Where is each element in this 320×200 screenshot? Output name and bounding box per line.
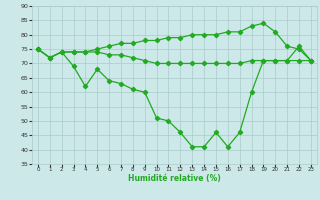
X-axis label: Humidité relative (%): Humidité relative (%) (128, 174, 221, 183)
